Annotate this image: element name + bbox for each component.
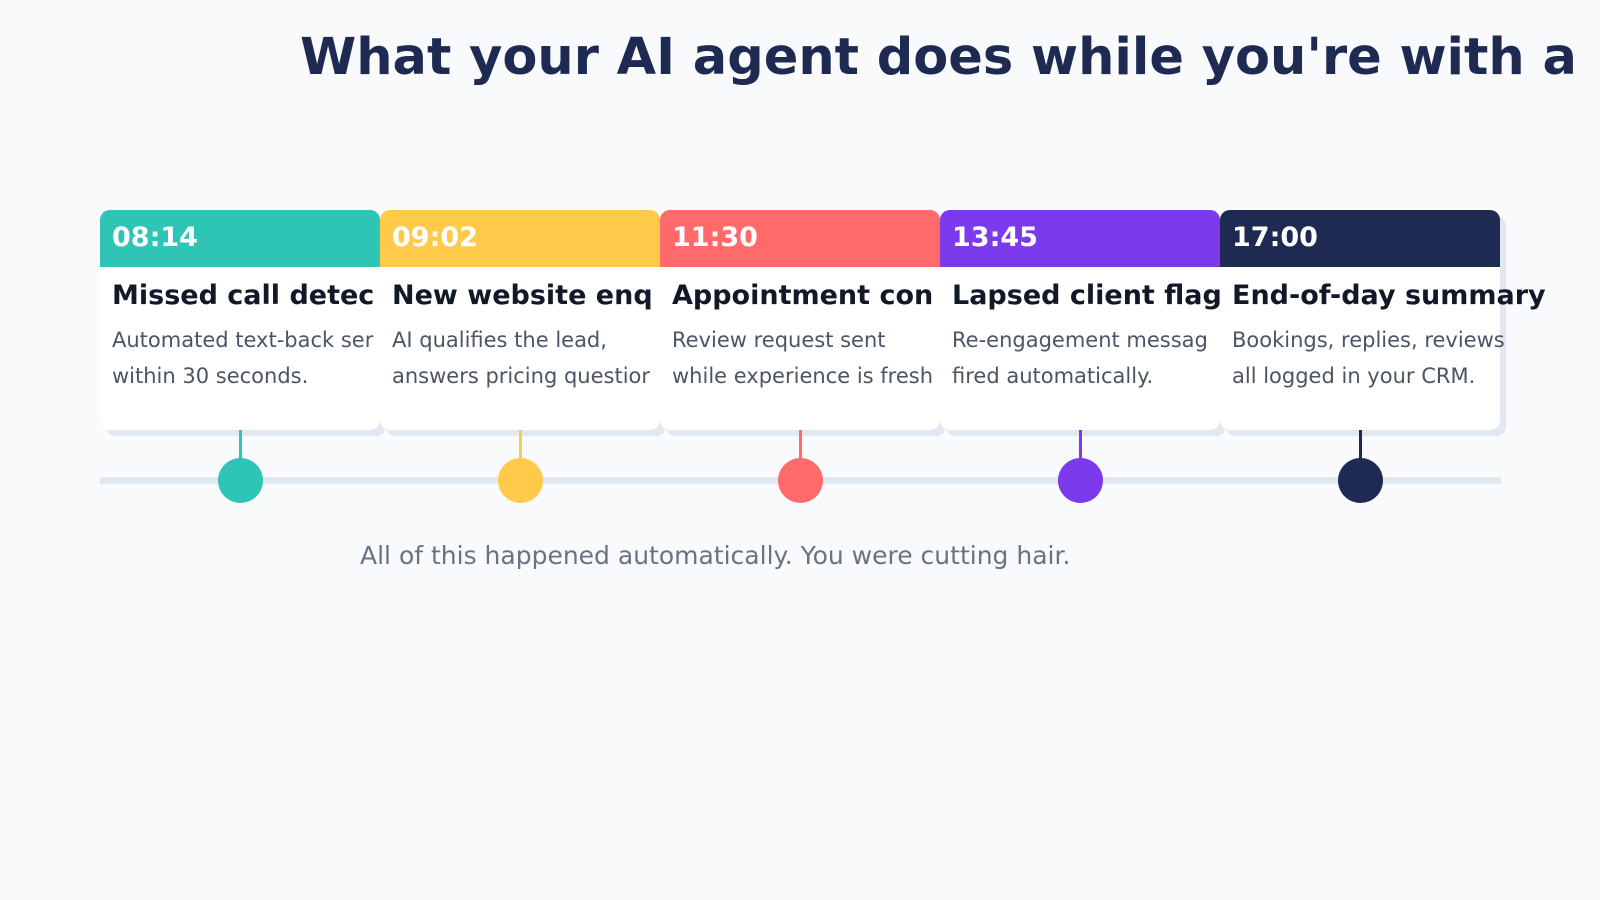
event-time: 17:00	[1232, 222, 1318, 253]
timeline-card: 09:02 New website enq AI qualifies the lea…	[380, 210, 660, 430]
event-description: AI qualifies the lead, answers pricing qu…	[392, 322, 650, 394]
event-description-line: Review request sent	[672, 328, 886, 352]
event-time: 11:30	[672, 222, 758, 253]
timeline-marker	[218, 458, 263, 503]
timeline-marker	[1058, 458, 1103, 503]
timeline-card: 08:14 Missed call detec Automated text-bac…	[100, 210, 380, 430]
event-title: Appointment con	[672, 280, 934, 311]
page-title: What your AI agent does while you're wit…	[300, 28, 1577, 87]
card-header: 11:30	[660, 210, 940, 267]
event-description: Bookings, replies, reviews all logged in …	[1232, 322, 1505, 394]
timeline-connector	[519, 430, 522, 460]
timeline-card: 17:00 End-of-day summary Bookings, replies…	[1220, 210, 1546, 430]
timeline-marker	[498, 458, 543, 503]
event-time: 13:45	[952, 222, 1038, 253]
card-header: 13:45	[940, 210, 1220, 267]
card-header: 08:14	[100, 210, 380, 267]
event-time: 08:14	[112, 222, 198, 253]
timeline-connector	[239, 430, 242, 460]
event-description-line: within 30 seconds.	[112, 364, 309, 388]
timeline-connector	[1079, 430, 1082, 460]
event-description: Automated text-back ser within 30 seconds…	[112, 322, 373, 394]
timeline-caption: All of this happened automatically. You …	[360, 541, 1071, 570]
event-description: Re-engagement messag fired automatically.	[952, 322, 1208, 394]
event-description-line: Re-engagement messag	[952, 328, 1208, 352]
timeline-connector	[1359, 430, 1362, 460]
event-description-line: fired automatically.	[952, 364, 1154, 388]
timeline-card: 11:30 Appointment con Review request sent w…	[660, 210, 940, 430]
event-title: End-of-day summary	[1232, 280, 1546, 311]
event-title: New website enq	[392, 280, 653, 311]
timeline-marker	[1338, 458, 1383, 503]
event-description-line: answers pricing questior	[392, 364, 651, 388]
card-header: 09:02	[380, 210, 660, 267]
event-time: 09:02	[392, 222, 478, 253]
event-description-line: AI qualifies the lead,	[392, 328, 607, 352]
timeline-card: 13:45 Lapsed client flag Re-engagement mes…	[940, 210, 1222, 430]
timeline-marker	[778, 458, 823, 503]
event-title: Lapsed client flag	[952, 280, 1222, 311]
event-title: Missed call detec	[112, 280, 375, 311]
event-description-line: while experience is fresh	[672, 364, 934, 388]
timeline-connector	[799, 430, 802, 460]
event-description-line: Automated text-back ser	[112, 328, 374, 352]
event-description: Review request sent while experience is f…	[672, 322, 933, 394]
card-header: 17:00	[1220, 210, 1500, 267]
event-description-line: all logged in your CRM.	[1232, 364, 1476, 388]
event-description-line: Bookings, replies, reviews	[1232, 328, 1505, 352]
